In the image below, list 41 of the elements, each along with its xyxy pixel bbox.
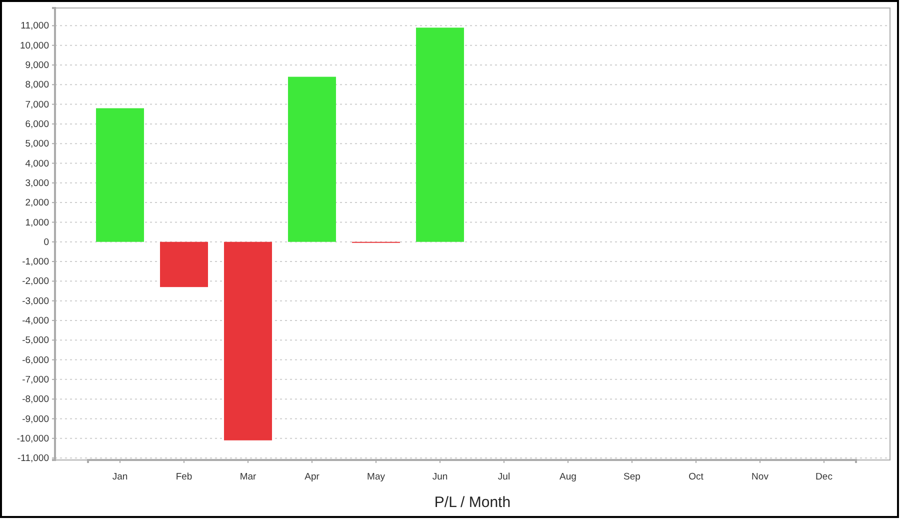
y-tick-label: 11,000: [20, 20, 49, 32]
y-tick-label: 7,000: [25, 99, 49, 110]
y-tick-label: 5,000: [25, 138, 49, 150]
y-tick-label: -5,000: [22, 335, 49, 346]
y-tick-label: 8,000: [25, 80, 49, 91]
y-tick-label: 2,000: [25, 198, 49, 209]
y-tick-label: -4,000: [22, 316, 49, 327]
y-tick-label: 0: [44, 236, 49, 248]
y-tick-label: -1,000: [22, 256, 49, 268]
x-tick-label: Mar: [240, 471, 256, 482]
y-tick-label: 4,000: [25, 158, 49, 170]
y-tick-label: -11,000: [17, 453, 49, 464]
bar: [224, 242, 272, 440]
x-axis-title: P/L / Month: [434, 494, 511, 511]
y-tick-label: 3,000: [25, 178, 49, 189]
y-tick-label: -3,000: [22, 296, 49, 307]
x-tick-label: May: [367, 471, 386, 482]
x-tick-label: Aug: [560, 471, 576, 482]
x-tick-label: Jul: [498, 471, 510, 482]
y-tick-label: -6,000: [22, 354, 49, 366]
bar: [96, 108, 144, 242]
x-tick-label: Apr: [304, 471, 320, 482]
y-tick-label: -7,000: [22, 374, 49, 386]
y-tick-label: -9,000: [22, 414, 49, 425]
y-tick-label: 10,000: [20, 40, 49, 52]
x-tick-label: Dec: [816, 471, 833, 482]
x-tick-label: Oct: [688, 471, 704, 482]
bar: [416, 28, 464, 242]
x-tick-label: Jun: [432, 471, 448, 482]
x-tick-label: Jan: [112, 471, 128, 482]
y-tick-label: -8,000: [22, 394, 49, 406]
y-tick-label: 9,000: [25, 60, 49, 72]
bar: [288, 76, 336, 242]
y-tick-label: 1,000: [25, 217, 49, 228]
x-tick-label: Nov: [752, 471, 769, 482]
y-tick-label: -2,000: [22, 276, 49, 288]
y-tick-label: -10,000: [16, 433, 49, 444]
x-tick-label: Feb: [176, 471, 192, 482]
x-tick-label: Sep: [624, 471, 640, 482]
bar: [160, 242, 208, 288]
y-tick-label: 6,000: [25, 118, 49, 130]
